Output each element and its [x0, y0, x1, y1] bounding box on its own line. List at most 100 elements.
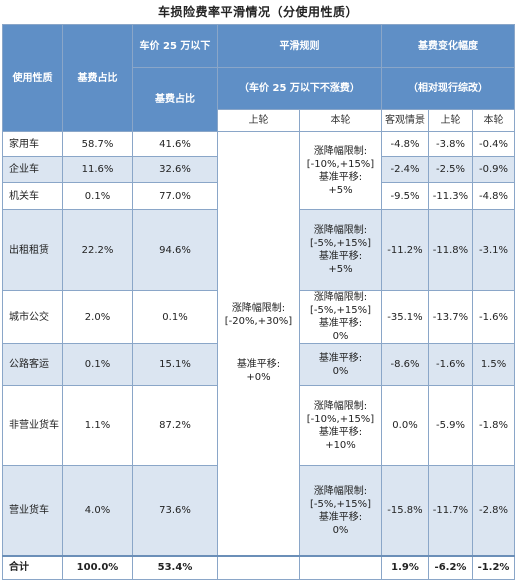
row-base-share: 2.0%	[62, 290, 133, 344]
row-base-share: 1.1%	[62, 385, 133, 466]
rule-shift-label: 基准平移:	[318, 171, 363, 183]
total-label: 合计	[2, 554, 63, 580]
header-under25-line2: 基费占比	[132, 67, 218, 132]
row-name: 非营业货车	[2, 385, 63, 466]
row-objective-change: -8.6%	[381, 343, 429, 386]
row-curr-change: -1.6%	[471, 290, 516, 344]
total-under25-share: 53.4%	[132, 554, 218, 580]
header-change-line2: （相对现行综改）	[380, 67, 516, 110]
header-under25-line1: 车价 25 万以下	[132, 24, 218, 68]
rule-limit-range: [-5%,+15%]	[309, 498, 372, 510]
row-base-share: 0.1%	[62, 343, 133, 386]
row-objective-change: -35.1%	[381, 290, 429, 344]
row-curr-change: -0.9%	[471, 156, 516, 183]
row-under25-share: 87.2%	[132, 385, 218, 466]
curr-round-rule: 涨降幅限制: [-5%,+15%] 基准平移: 0%	[299, 290, 382, 344]
row-prev-change: -2.5%	[428, 156, 473, 183]
subheader-prev-rule: 上轮	[217, 109, 300, 132]
rule-shift-value: 0%	[332, 331, 349, 342]
rule-limit-label: 涨降幅限制:	[313, 145, 368, 157]
row-name: 公路客运	[2, 343, 63, 386]
header-base-share: 基费占比	[62, 24, 133, 132]
rule-limit-range: [-20%,+30%]	[224, 316, 293, 328]
rule-shift-value: +0%	[246, 372, 271, 384]
row-objective-change: -4.8%	[381, 131, 429, 157]
rule-shift-label: 基准平移:	[318, 352, 363, 364]
row-curr-change: -4.8%	[471, 182, 516, 210]
row-name: 营业货车	[2, 465, 63, 556]
header-change-line1: 基费变化幅度	[380, 24, 516, 68]
rule-shift-label: 基准平移:	[318, 511, 363, 523]
row-curr-change: -3.1%	[471, 209, 516, 291]
header-usage: 使用性质	[2, 24, 63, 132]
row-base-share: 58.7%	[62, 131, 133, 157]
total-prev-rule	[217, 554, 300, 580]
rule-shift-value: 0%	[332, 365, 349, 377]
table-row: 营业货车 4.0% 73.6% 涨降幅限制: [-5%,+15%] 基准平移: …	[2, 465, 516, 556]
row-objective-change: -9.5%	[381, 182, 429, 210]
rule-shift-value: 0%	[332, 524, 349, 536]
row-prev-change: -13.7%	[428, 290, 473, 344]
total-prev-change: -6.2%	[428, 554, 473, 580]
row-under25-share: 73.6%	[132, 465, 218, 556]
rule-limit-label: 涨降幅限制:	[313, 225, 368, 236]
row-under25-share: 32.6%	[132, 156, 218, 183]
curr-round-rule: 涨降幅限制: [-10%,+15%] 基准平移: +5%	[299, 131, 382, 210]
subheader-objective: 客观情景	[381, 109, 429, 132]
row-under25-share: 0.1%	[132, 290, 218, 344]
rule-limit-range: [-10%,+15%]	[306, 413, 375, 425]
row-prev-change: -5.9%	[428, 385, 473, 466]
row-curr-change: -2.8%	[471, 465, 516, 556]
row-name: 城市公交	[2, 290, 63, 344]
row-name: 企业车	[2, 156, 63, 183]
rule-limit-range: [-5%,+15%]	[309, 305, 372, 316]
row-objective-change: 0.0%	[381, 385, 429, 466]
total-curr-rule	[299, 554, 382, 580]
row-base-share: 22.2%	[62, 209, 133, 291]
rule-shift-label: 基准平移:	[236, 359, 281, 371]
rule-shift-label: 基准平移:	[318, 426, 363, 438]
subheader-curr-change: 本轮	[471, 109, 516, 132]
row-prev-change: -1.6%	[428, 343, 473, 386]
prev-round-rule: 涨降幅限制: [-20%,+30%] 基准平移: +0%	[217, 131, 300, 556]
row-under25-share: 77.0%	[132, 182, 218, 210]
row-curr-change: -0.4%	[471, 131, 516, 157]
row-name: 家用车	[2, 131, 63, 157]
total-objective-change: 1.9%	[381, 554, 429, 580]
rule-limit-range: [-10%,+15%]	[306, 158, 375, 170]
subheader-curr-rule: 本轮	[299, 109, 382, 132]
row-prev-change: -11.3%	[428, 182, 473, 210]
row-prev-change: -11.8%	[428, 209, 473, 291]
header-smooth-line1: 平滑规则	[217, 24, 382, 68]
rule-limit-range: [-5%,+15%]	[309, 238, 372, 249]
curr-round-rule: 涨降幅限制: [-10%,+15%] 基准平移: +10%	[299, 385, 382, 466]
row-prev-change: -11.7%	[428, 465, 473, 556]
table-title: 车损险费率平滑情况（分使用性质）	[157, 5, 358, 19]
row-curr-change: -1.8%	[471, 385, 516, 466]
total-row: 合计 100.0% 53.4% 1.9% -6.2% -1.2%	[2, 554, 516, 580]
row-base-share: 0.1%	[62, 182, 133, 210]
row-name: 出租租赁	[2, 209, 63, 291]
row-under25-share: 41.6%	[132, 131, 218, 157]
rule-shift-value: +5%	[328, 264, 353, 275]
table-row: 城市公交 2.0% 0.1% 涨降幅限制: [-5%,+15%] 基准平移: 0…	[2, 290, 516, 344]
row-objective-change: -2.4%	[381, 156, 429, 183]
row-objective-change: -15.8%	[381, 465, 429, 556]
rule-limit-label: 涨降幅限制:	[313, 292, 368, 303]
row-under25-share: 94.6%	[132, 209, 218, 291]
table-row: 非营业货车 1.1% 87.2% 涨降幅限制: [-10%,+15%] 基准平移…	[2, 385, 516, 466]
curr-round-rule: 涨降幅限制: [-5%,+15%] 基准平移: +5%	[299, 209, 382, 291]
rule-shift-label: 基准平移:	[318, 251, 363, 262]
subheader-prev-change: 上轮	[428, 109, 473, 132]
header-smooth-line2: （车价 25 万以下不涨费）	[217, 67, 382, 110]
row-prev-change: -3.8%	[428, 131, 473, 157]
curr-round-rule: 基准平移: 0%	[299, 343, 382, 386]
row-base-share: 11.6%	[62, 156, 133, 183]
row-under25-share: 15.1%	[132, 343, 218, 386]
curr-round-rule: 涨降幅限制: [-5%,+15%] 基准平移: 0%	[299, 465, 382, 556]
rule-shift-label: 基准平移:	[318, 318, 363, 329]
total-base-share: 100.0%	[62, 554, 133, 580]
total-curr-change: -1.2%	[471, 554, 516, 580]
table-row: 家用车 58.7% 41.6% 涨降幅限制: [-20%,+30%] 基准平移:…	[2, 131, 516, 556]
row-objective-change: -11.2%	[381, 209, 429, 291]
